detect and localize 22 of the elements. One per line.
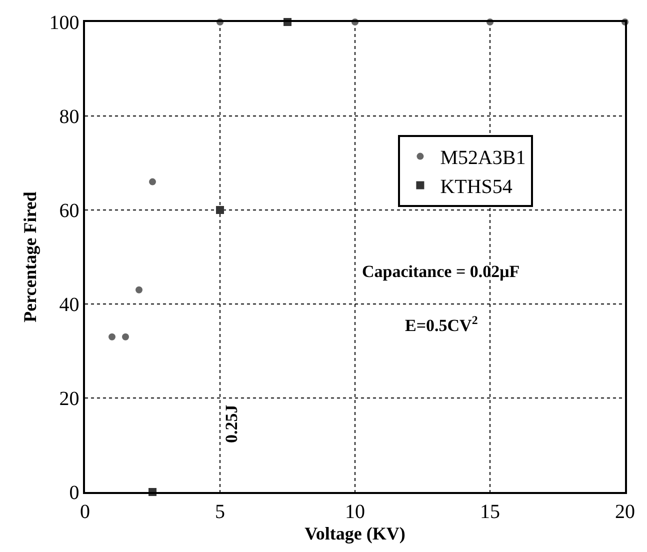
point [122,333,129,340]
annotation: E=0.5CV$^{2}$ [405,313,478,336]
point [136,286,142,294]
y-tick-label: 60 [59,200,80,222]
x-tick-label: 20 [615,500,635,523]
legend-label: KTHS54 [440,176,512,198]
y-tick-label: 40 [59,294,80,316]
annotation: Capacitance = 0.02μF [362,262,520,281]
y-tick-label: 80 [59,106,80,128]
y-tick-label: 100 [49,12,80,34]
y-tick-label: 20 [59,388,80,410]
annotation: 0.25J [222,404,241,443]
x-tick-label: 15 [480,500,500,523]
point [149,178,156,186]
x-axis-title: Voltage (KV) [304,523,406,544]
y-tick-label: 0 [69,482,80,504]
x-tick-label: 10 [345,500,365,523]
y-axis-title: Percentage Fired [20,192,40,322]
point [216,206,224,214]
x-tick-label: 5 [215,500,225,523]
legend-label: M52A3B1 [440,147,526,170]
point [108,333,116,340]
